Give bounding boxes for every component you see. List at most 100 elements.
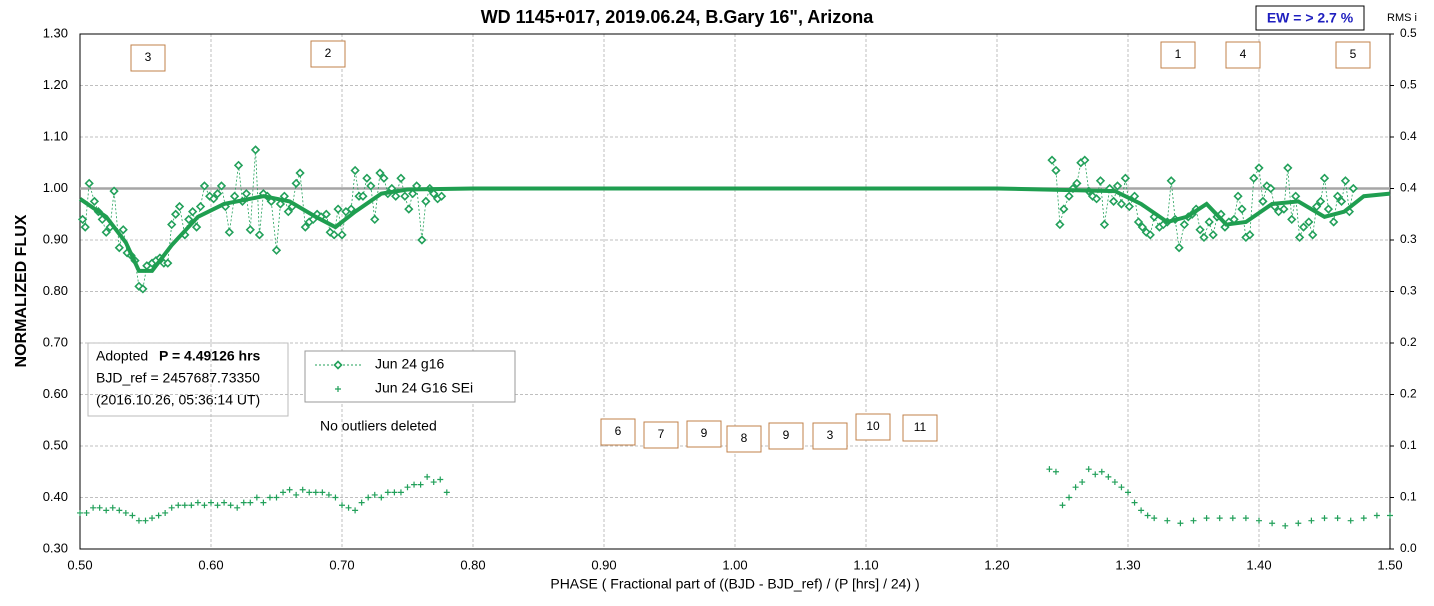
diamond-point [1340, 176, 1351, 186]
note: No outliers deleted [320, 418, 437, 434]
diamond-point [1283, 163, 1293, 173]
diamond-point [1091, 194, 1102, 204]
plus-point [1164, 517, 1171, 524]
diamond-point [1287, 214, 1297, 225]
annotation-label: 8 [741, 431, 748, 445]
plus-point [234, 504, 241, 511]
diamond-point [337, 230, 347, 240]
plus-point [260, 499, 267, 506]
annotation-box [855, 413, 891, 441]
diamond-point [109, 186, 119, 196]
plus-point [1256, 517, 1262, 524]
diamond-point [1323, 204, 1334, 214]
plus-point [90, 504, 97, 511]
plus-point [155, 512, 162, 519]
y2-tick-label: 0.2 [1400, 335, 1417, 349]
plus-point [352, 507, 359, 514]
plus-point [208, 499, 214, 506]
plus-point [306, 489, 313, 496]
diamond-point [1304, 217, 1314, 227]
y-tick-label: 0.90 [43, 231, 68, 246]
diamond-point [1319, 173, 1330, 183]
plus-point [181, 502, 188, 509]
legend-label: Jun 24 g16 [375, 356, 444, 372]
plus-point [1177, 520, 1184, 527]
plus-point [221, 499, 228, 506]
diamond-point [167, 219, 177, 230]
diamond-point [245, 225, 255, 235]
plus-point [325, 491, 332, 498]
y-tick-label: 1.00 [43, 180, 68, 195]
plus-point [266, 494, 273, 501]
diamond-point [1315, 196, 1326, 207]
x-tick-label: 1.40 [1246, 557, 1271, 572]
diamond-point [1064, 191, 1074, 201]
y2-tick-label: 0.3 [1400, 232, 1417, 246]
y2-tick-label: 0.3 [1400, 284, 1417, 298]
x-axis-label: PHASE ( Fractional part of ((BJD - BJD_r… [550, 576, 919, 592]
diamond-point [1279, 204, 1289, 214]
annotation-label: 1 [1175, 47, 1182, 61]
diamond-point [1047, 155, 1057, 165]
diamond-point [1254, 163, 1264, 173]
plus-point [227, 502, 234, 509]
ew-label: EW = > 2.7 % [1267, 10, 1354, 26]
x-tick-label: 0.50 [67, 557, 92, 572]
plus-point [116, 507, 123, 514]
diamond-point [417, 235, 427, 245]
plus-point [1373, 512, 1380, 519]
diamond-point [188, 207, 198, 217]
diamond-point [396, 173, 406, 183]
plus-point [417, 481, 424, 488]
diamond-point [375, 168, 385, 178]
plus-point [1052, 468, 1059, 475]
y-tick-label: 0.80 [43, 283, 68, 298]
plus-point [319, 489, 326, 496]
x-tick-label: 1.00 [722, 557, 747, 572]
plus-point [1138, 507, 1145, 514]
diamond-point [329, 230, 339, 240]
diamond-point [1329, 217, 1339, 227]
diamond-point [429, 189, 439, 199]
diamond-point [138, 284, 148, 294]
y-tick-label: 0.50 [43, 437, 68, 452]
x-tick-label: 0.70 [329, 557, 354, 572]
plus-point [299, 486, 306, 493]
x-tick-label: 0.80 [460, 557, 485, 572]
annotation-box [1225, 41, 1261, 69]
diamond-point [408, 189, 418, 199]
plus-point [194, 499, 201, 506]
plus-point [411, 481, 418, 488]
plus-point [1347, 517, 1354, 524]
plus-point [1046, 466, 1053, 473]
plus-point [424, 473, 431, 480]
diamond-point [233, 160, 244, 170]
diamond-point [350, 165, 360, 176]
plus-point [293, 491, 300, 498]
y-tick-label: 1.20 [43, 77, 68, 92]
plus-point [1387, 512, 1393, 519]
plus-point [1295, 520, 1302, 527]
plus-point [168, 504, 175, 511]
diamond-point [1055, 219, 1065, 230]
y2-tick-label: 0.5 [1400, 78, 1417, 92]
diamond-point [1266, 183, 1276, 194]
plus-point [1360, 515, 1367, 522]
plus-point [96, 504, 103, 511]
plus-point [391, 489, 398, 496]
annotation-box [726, 425, 762, 453]
diamond-point [379, 173, 389, 183]
plus-point [312, 489, 319, 496]
x-tick-label: 1.10 [853, 557, 878, 572]
plus-point [1216, 515, 1223, 522]
annotation-box [1335, 41, 1371, 69]
y2-tick-label: 0.1 [1400, 490, 1417, 504]
plus-point [1118, 484, 1125, 491]
diamond-point [1174, 243, 1184, 253]
diamond-point [400, 191, 410, 201]
diamond-point [271, 245, 282, 255]
x-tick-label: 0.60 [198, 557, 223, 572]
y-tick-label: 0.60 [43, 386, 68, 401]
